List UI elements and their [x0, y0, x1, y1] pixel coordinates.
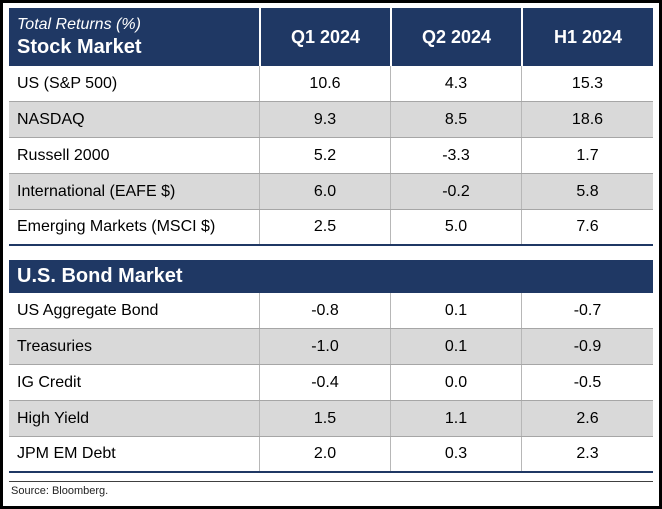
row-label: Emerging Markets (MSCI $) — [17, 218, 216, 235]
stock-table-title-cell: Total Returns (%) Stock Market — [9, 8, 259, 66]
cell-q1: 1.5 — [259, 401, 390, 436]
cell-q2: -3.3 — [390, 138, 521, 173]
table-row: IG Credit -0.4 0.0 -0.5 — [9, 365, 653, 401]
table-row: Emerging Markets (MSCI $) 2.5 5.0 7.6 — [9, 210, 653, 246]
table-row: Treasuries -1.0 0.1 -0.9 — [9, 329, 653, 365]
row-label: US (S&P 500) — [17, 74, 118, 92]
cell-q1: -0.4 — [259, 365, 390, 400]
table-gap — [9, 246, 653, 260]
cell-q1: 2.5 — [259, 210, 390, 244]
cell-q1: -0.8 — [259, 293, 390, 328]
cell-h1: -0.9 — [521, 329, 653, 364]
cell-q2: 0.3 — [390, 437, 521, 471]
source-note: Source: Bloomberg. — [9, 481, 653, 497]
stock-table-body: US (S&P 500) 10.6 4.3 15.3 NASDAQ 9.3 8.… — [9, 66, 653, 246]
source-text: Source: Bloomberg. — [11, 485, 109, 497]
stock-market-table: Total Returns (%) Stock Market Q1 2024 Q… — [9, 8, 653, 246]
table-row: Russell 2000 5.2 -3.3 1.7 — [9, 138, 653, 174]
cell-q2: 1.1 — [390, 401, 521, 436]
cell-q1: 9.3 — [259, 102, 390, 137]
cell-q2: 5.0 — [390, 210, 521, 244]
row-label: High Yield — [17, 409, 90, 427]
row-label: Treasuries — [17, 337, 92, 355]
cell-h1: 15.3 — [521, 66, 653, 101]
cell-h1: 1.7 — [521, 138, 653, 173]
cell-h1: 5.8 — [521, 174, 653, 209]
stock-market-label: Stock Market — [17, 36, 142, 59]
table-row: NASDAQ 9.3 8.5 18.6 — [9, 102, 653, 138]
cell-q1: 6.0 — [259, 174, 390, 209]
bond-market-label: U.S. Bond Market — [17, 265, 183, 287]
cell-q1: -1.0 — [259, 329, 390, 364]
row-label: International (EAFE $) — [17, 182, 176, 200]
cell-h1: -0.7 — [521, 293, 653, 328]
bond-market-header-bar: U.S. Bond Market — [9, 260, 653, 293]
table-row: JPM EM Debt 2.0 0.3 2.3 — [9, 437, 653, 473]
table-row: High Yield 1.5 1.1 2.6 — [9, 401, 653, 437]
bond-market-table: U.S. Bond Market US Aggregate Bond -0.8 … — [9, 260, 653, 473]
stock-table-header-row: Total Returns (%) Stock Market Q1 2024 Q… — [9, 8, 653, 66]
row-label: Russell 2000 — [17, 146, 110, 164]
cell-h1: 18.6 — [521, 102, 653, 137]
cell-q1: 10.6 — [259, 66, 390, 101]
row-label: JPM EM Debt — [17, 445, 116, 462]
cell-q2: 0.1 — [390, 329, 521, 364]
cell-h1: 2.3 — [521, 437, 653, 471]
row-label: IG Credit — [17, 373, 82, 391]
table-row: US (S&P 500) 10.6 4.3 15.3 — [9, 66, 653, 102]
cell-q2: 0.0 — [390, 365, 521, 400]
table-row: US Aggregate Bond -0.8 0.1 -0.7 — [9, 293, 653, 329]
table-row: International (EAFE $) 6.0 -0.2 5.8 — [9, 174, 653, 210]
column-header-h1-2024: H1 2024 — [521, 8, 653, 66]
cell-q2: 8.5 — [390, 102, 521, 137]
row-label: NASDAQ — [17, 110, 85, 128]
cell-q2: 0.1 — [390, 293, 521, 328]
table-title: Total Returns (%) — [17, 15, 141, 33]
cell-q1: 5.2 — [259, 138, 390, 173]
cell-q2: -0.2 — [390, 174, 521, 209]
bond-table-body: US Aggregate Bond -0.8 0.1 -0.7 Treasuri… — [9, 293, 653, 473]
cell-q2: 4.3 — [390, 66, 521, 101]
column-header-q1-2024: Q1 2024 — [259, 8, 390, 66]
cell-q1: 2.0 — [259, 437, 390, 471]
row-label: US Aggregate Bond — [17, 301, 159, 319]
cell-h1: -0.5 — [521, 365, 653, 400]
cell-h1: 2.6 — [521, 401, 653, 436]
cell-h1: 7.6 — [521, 210, 653, 244]
column-header-q2-2024: Q2 2024 — [390, 8, 521, 66]
